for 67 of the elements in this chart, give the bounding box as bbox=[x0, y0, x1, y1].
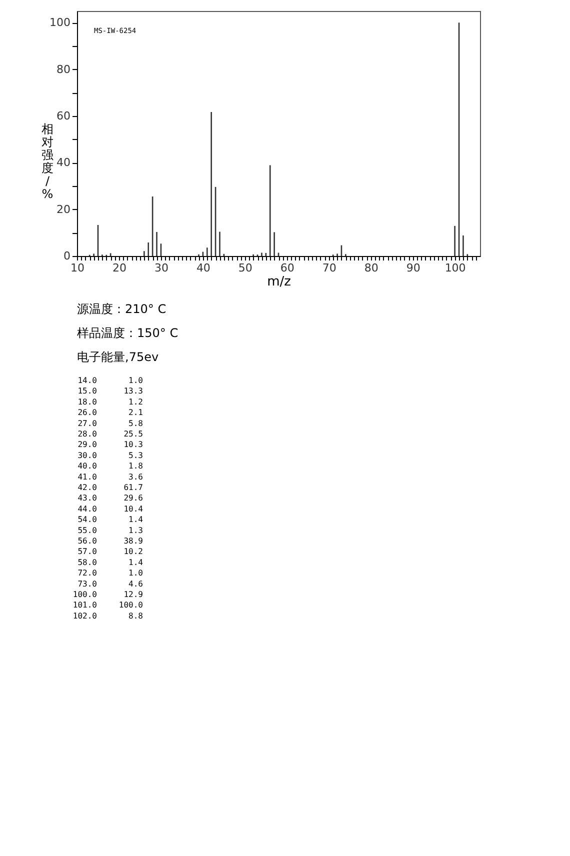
x-tick-label: 20 bbox=[112, 262, 126, 274]
category-label: 54.0 bbox=[78, 515, 98, 524]
x-axis-title: m/z bbox=[267, 274, 292, 290]
category-label: 72.0 bbox=[78, 568, 98, 578]
category-label: 15.0 bbox=[78, 386, 98, 396]
text: 1.4 bbox=[128, 558, 143, 567]
text: 10.4 bbox=[124, 504, 143, 514]
y-tick-label: 60 bbox=[56, 110, 70, 122]
category-label: 18.0 bbox=[78, 397, 98, 406]
category-label: 55.0 bbox=[78, 526, 98, 535]
y-axis-title: 相对强度/% bbox=[42, 122, 54, 201]
x-tick-label: 50 bbox=[238, 262, 252, 274]
text: 样品温度：150° C bbox=[77, 326, 178, 340]
text: 13.3 bbox=[124, 386, 143, 396]
text: 12.9 bbox=[124, 590, 143, 599]
text: 25.5 bbox=[124, 430, 143, 438]
y-tick-label: 40 bbox=[56, 156, 70, 170]
text: 10.2 bbox=[124, 547, 143, 556]
y-tick-label: 80 bbox=[56, 62, 70, 76]
category-label: 58.0 bbox=[78, 558, 98, 567]
text: 1.2 bbox=[128, 397, 143, 406]
text: 1.4 bbox=[128, 515, 143, 524]
category-label: 14.0 bbox=[78, 376, 98, 385]
y-tick-label: 0 bbox=[64, 250, 70, 262]
category-label: 42.0 bbox=[78, 483, 98, 492]
text: 1.0 bbox=[128, 568, 143, 578]
category-label: 100.0 bbox=[72, 590, 98, 599]
text: 源温度：210° C bbox=[77, 302, 166, 316]
text: 1.3 bbox=[128, 526, 143, 535]
category-label: 43.0 bbox=[78, 494, 98, 503]
text: 1.0 bbox=[128, 376, 143, 385]
x-tick-label: 90 bbox=[406, 262, 420, 274]
text: 4.6 bbox=[128, 579, 143, 588]
x-tick-label: 60 bbox=[280, 262, 294, 274]
category-label: 27.0 bbox=[78, 418, 98, 428]
x-tick-label: 40 bbox=[196, 262, 210, 274]
category-label: 28.0 bbox=[78, 430, 98, 438]
x-tick-label: 100 bbox=[444, 262, 466, 274]
text: 38.9 bbox=[124, 536, 143, 546]
x-tick-label: 70 bbox=[322, 262, 336, 274]
text: 1.8 bbox=[128, 462, 143, 471]
text: 10.3 bbox=[124, 440, 143, 450]
category-label: 30.0 bbox=[78, 450, 98, 460]
category-label: 40.0 bbox=[78, 462, 98, 471]
text: 29.6 bbox=[124, 494, 143, 503]
category-label: 44.0 bbox=[78, 504, 98, 514]
category-label: 102.0 bbox=[72, 611, 98, 620]
x-tick-label: 30 bbox=[154, 262, 168, 274]
x-tick-label: 80 bbox=[364, 262, 378, 274]
text: 5.8 bbox=[128, 418, 143, 428]
y-tick-label: 100 bbox=[50, 16, 70, 30]
category-label: 57.0 bbox=[78, 547, 98, 556]
text: 61.7 bbox=[124, 483, 143, 492]
category-label: 73.0 bbox=[78, 579, 98, 588]
x-tick-label: 10 bbox=[70, 262, 84, 274]
text: 2.1 bbox=[128, 408, 143, 418]
text: 5.3 bbox=[128, 450, 143, 460]
y-tick-label: 20 bbox=[56, 202, 70, 216]
text: 3.6 bbox=[128, 472, 143, 482]
category-label: 41.0 bbox=[78, 472, 98, 482]
category-label: 26.0 bbox=[78, 408, 98, 418]
category-label: 101.0 bbox=[72, 600, 98, 610]
category-label: 56.0 bbox=[78, 536, 98, 546]
text: 8.8 bbox=[128, 611, 143, 620]
text: 电子能量,75ev bbox=[77, 350, 159, 364]
text: 100.0 bbox=[118, 600, 143, 610]
category-label: 29.0 bbox=[78, 440, 98, 450]
